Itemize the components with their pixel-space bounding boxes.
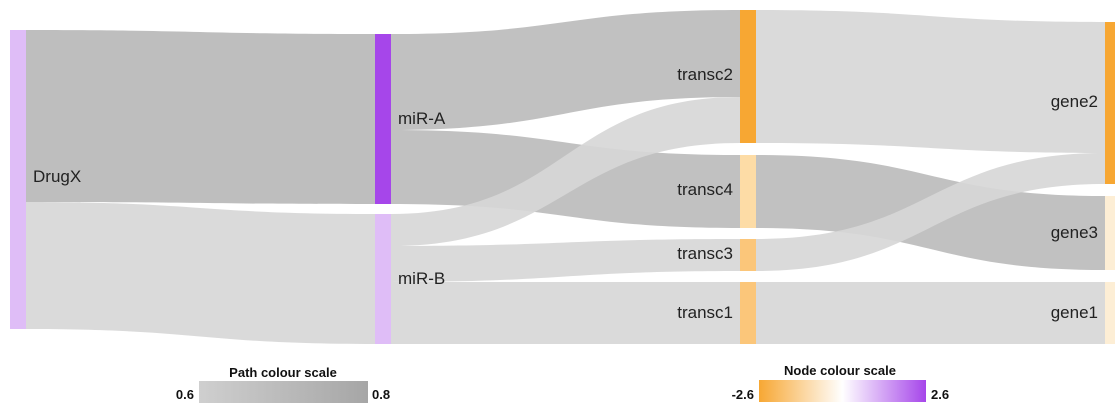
node-transc2	[740, 10, 756, 143]
node-label-gene1: gene1	[1051, 303, 1098, 322]
node-scale-title: Node colour scale	[784, 363, 896, 378]
node-label-gene2: gene2	[1051, 92, 1098, 111]
node-scale-max-label: 2.6	[931, 387, 949, 402]
node-scale-min-label: -2.6	[732, 387, 754, 402]
node-label-gene3: gene3	[1051, 223, 1098, 242]
node-transc1	[740, 282, 756, 344]
node-label-DrugX: DrugX	[33, 167, 81, 186]
links-layer	[26, 10, 1105, 344]
node-label-transc2: transc2	[677, 65, 733, 84]
link-miR-B-to-transc2	[391, 97, 740, 246]
link-transc2-to-gene2	[756, 10, 1105, 153]
path-scale-title: Path colour scale	[229, 365, 337, 380]
path-scale-min-label: 0.6	[176, 387, 194, 402]
link-miR-A-to-transc2	[391, 10, 740, 130]
node-label-miR-A: miR-A	[398, 109, 446, 128]
link-DrugX-to-miR-A	[26, 30, 375, 204]
node-gene2	[1105, 22, 1115, 184]
link-transc1-to-gene1	[756, 282, 1105, 344]
node-DrugX	[10, 30, 26, 329]
node-gene1	[1105, 282, 1115, 344]
node-label-transc1: transc1	[677, 303, 733, 322]
link-miR-B-to-transc1	[391, 282, 740, 344]
node-label-miR-B: miR-B	[398, 269, 445, 288]
path-scale-bar	[199, 381, 368, 403]
link-miR-B-to-transc3	[391, 239, 740, 282]
path-colour-scale-legend: Path colour scale 0.6 0.8	[176, 365, 390, 403]
node-transc3	[740, 239, 756, 271]
link-DrugX-to-miR-B	[26, 202, 375, 344]
node-scale-bar	[759, 380, 926, 402]
node-transc4	[740, 155, 756, 228]
node-gene3	[1105, 196, 1115, 270]
node-label-transc4: transc4	[677, 180, 733, 199]
node-miR-A	[375, 34, 391, 204]
node-colour-scale-legend: Node colour scale -2.6 2.6	[732, 363, 949, 402]
nodes-layer	[10, 10, 1115, 344]
path-scale-max-label: 0.8	[372, 387, 390, 402]
link-transc3-to-gene2	[756, 153, 1105, 271]
labels-layer: DrugX miR-A miR-B transc2 transc4 transc3 tran…	[33, 65, 1098, 322]
node-miR-B	[375, 214, 391, 344]
node-label-transc3: transc3	[677, 244, 733, 263]
